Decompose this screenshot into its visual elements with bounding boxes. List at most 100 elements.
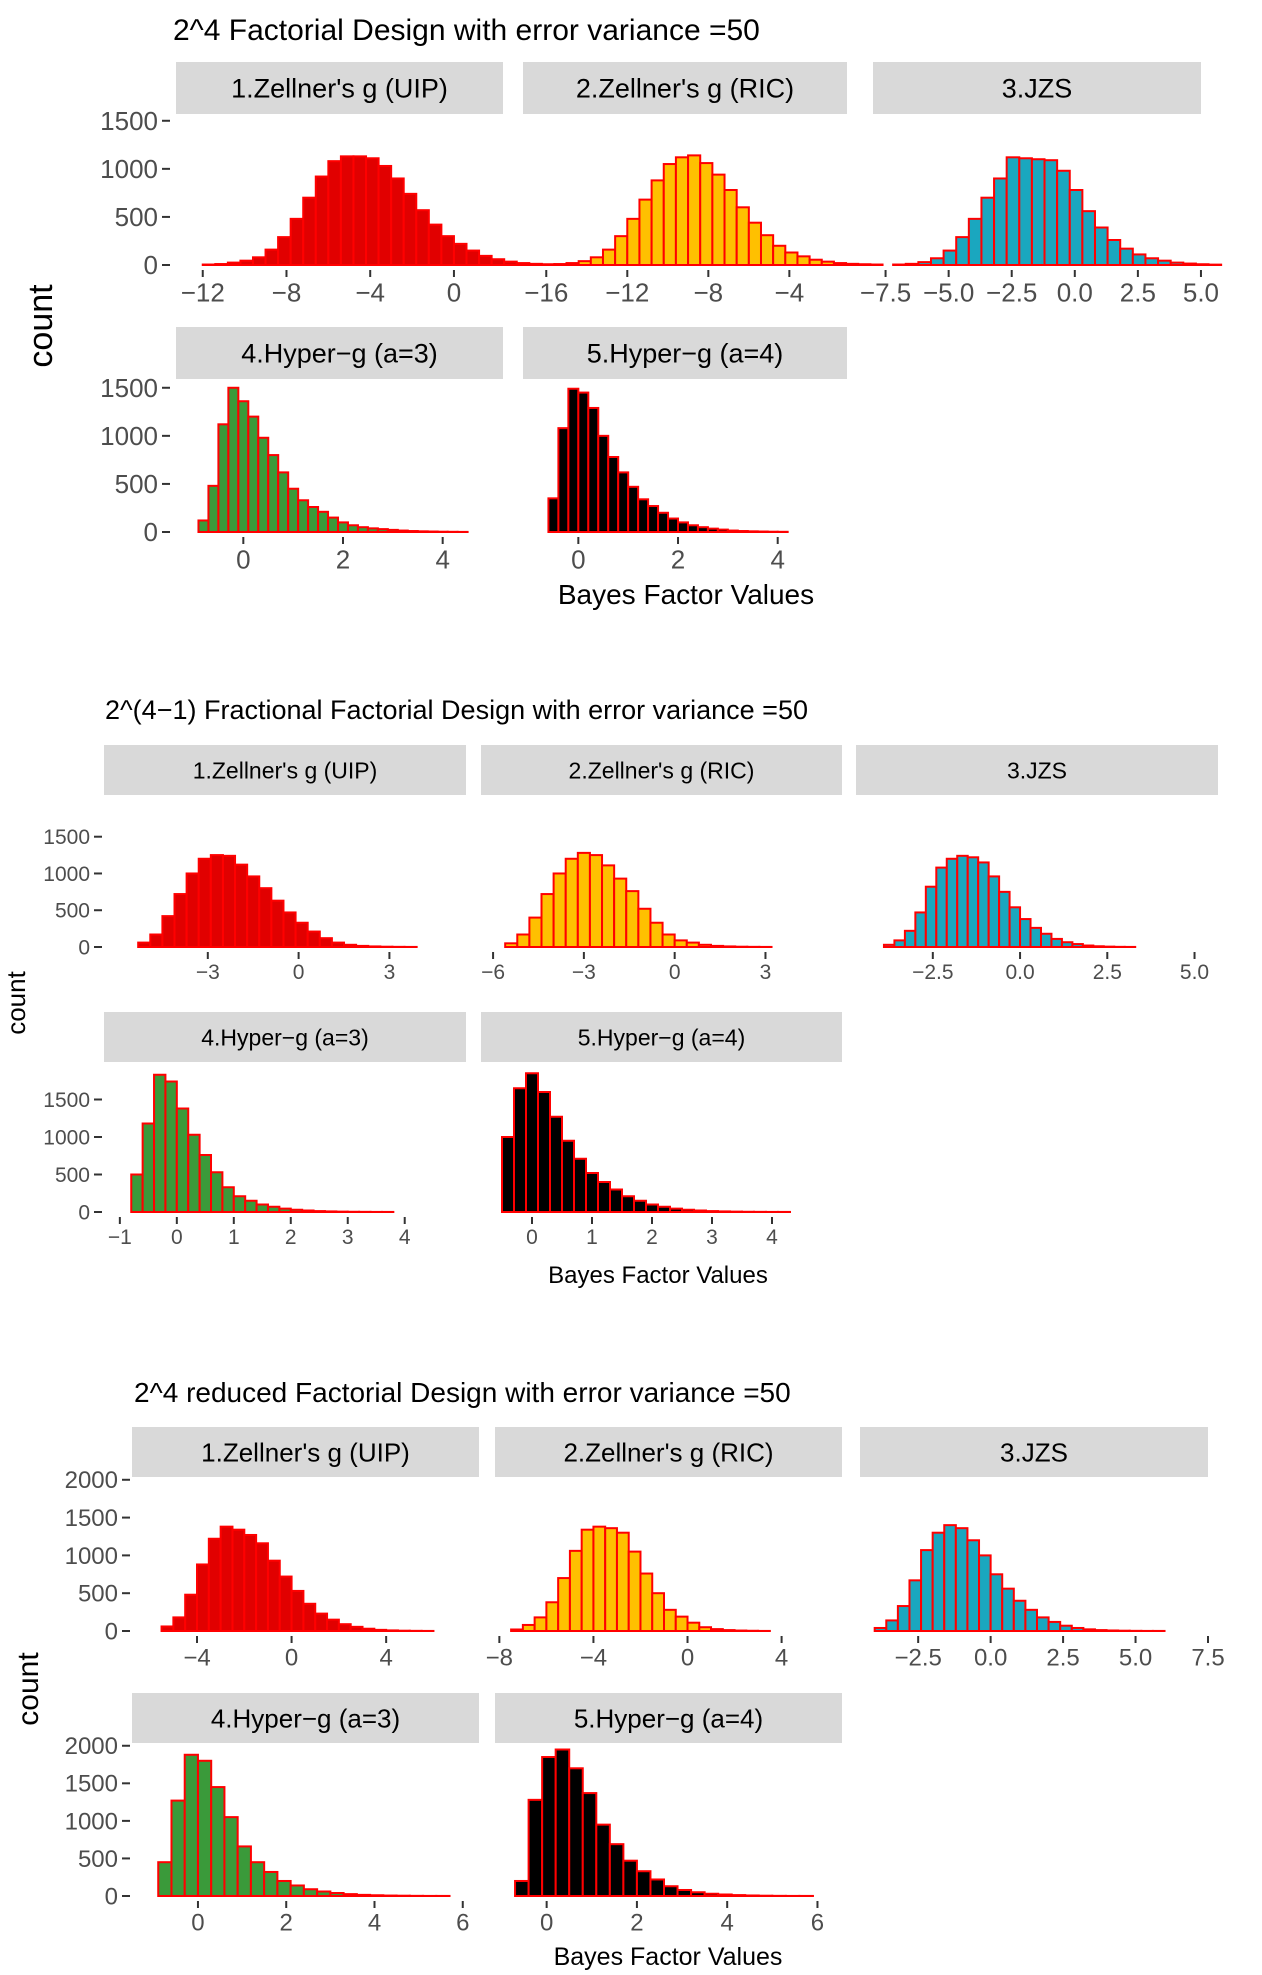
histogram-bar: [221, 1186, 235, 1213]
x-tick-label: 0: [191, 1910, 204, 1937]
histogram-bar: [747, 221, 762, 266]
x-tick-label: −4: [580, 1645, 607, 1672]
histogram-bar: [525, 1072, 539, 1213]
histogram-bar: [1039, 932, 1053, 949]
histogram-bar: [573, 1157, 587, 1213]
histogram-bar: [1081, 944, 1095, 949]
histogram-bar: [588, 854, 604, 949]
histogram-bar: [385, 1629, 399, 1633]
histogram-bar: [187, 1133, 201, 1213]
histogram-bar: [1047, 1620, 1062, 1633]
histogram-bar: [553, 263, 568, 266]
histogram-bar: [1131, 253, 1147, 267]
histogram-bar: [232, 1195, 247, 1213]
y-tick-label: 1000: [65, 1543, 118, 1570]
histogram-bar: [183, 1753, 199, 1898]
histogram-bar: [617, 471, 630, 533]
histogram-bar: [980, 196, 996, 266]
x-tick-label: 0.0: [974, 1645, 1007, 1672]
histogram-bar: [1043, 159, 1059, 266]
histogram-bar: [237, 400, 250, 533]
figure-2-xlabel: Bayes Factor Values: [548, 1262, 768, 1289]
x-tick-label: 3: [760, 961, 772, 984]
histogram-bar: [697, 943, 712, 949]
histogram-bar: [705, 1210, 719, 1213]
histogram-bar: [337, 521, 349, 534]
histogram-bar: [674, 1615, 689, 1633]
facet-strip-label: 2.Zellner's g (RIC): [569, 757, 755, 783]
histogram-bar: [772, 244, 787, 266]
histogram-bar: [316, 1890, 332, 1897]
y-tick-label: 2000: [65, 1733, 118, 1760]
facet-strip: [132, 1693, 479, 1743]
histogram-bar: [651, 1592, 666, 1632]
histogram-bar: [699, 162, 714, 266]
y-tick-label: 2000: [65, 1467, 118, 1494]
histogram-bar: [501, 1136, 515, 1213]
x-tick-label: 2: [646, 1226, 658, 1249]
facet-strip-label: 3.JZS: [1002, 74, 1073, 104]
histogram-bar: [587, 406, 600, 534]
histogram-bar: [1070, 1626, 1085, 1632]
histogram-bar: [175, 1107, 190, 1213]
x-tick-label: 0: [236, 544, 250, 574]
y-tick-label: 0: [144, 517, 158, 547]
facet-strip: [176, 62, 503, 114]
histogram-bar: [406, 530, 419, 533]
histogram-bar: [577, 391, 590, 534]
facet-panel-4: 4.Hyper−g (a=3) −1 0 1 2 3 4 0 500 1000 1500: [43, 1012, 466, 1249]
histogram-bar: [287, 487, 300, 534]
histogram-bar: [327, 516, 340, 533]
facet-strip-label: 2.Zellner's g (RIC): [563, 1437, 773, 1467]
histogram-bar: [954, 1527, 969, 1633]
facet-strip: [873, 62, 1201, 114]
y-tick-label: 500: [55, 1164, 90, 1187]
histogram-bar: [537, 1091, 551, 1213]
histogram-bar: [513, 1087, 527, 1213]
figure-1-ylabel: count: [22, 284, 60, 368]
histogram-bar: [198, 1154, 213, 1213]
facet-strip: [481, 1012, 842, 1062]
facet-strip-label: 5.Hyper−g (a=4): [587, 339, 784, 369]
x-tick-label: 0: [669, 961, 681, 984]
histogram-bar: [716, 528, 729, 533]
histogram-bar: [294, 921, 309, 948]
histogram-bar: [557, 427, 570, 533]
x-tick-label: 3: [706, 1226, 718, 1249]
histogram-bar: [978, 1554, 992, 1633]
histogram-bar: [647, 505, 660, 533]
histogram-bar: [601, 248, 617, 267]
facet-strip: [860, 1427, 1208, 1477]
histogram-bar: [1068, 189, 1084, 266]
histogram-bar: [993, 177, 1008, 266]
y-tick-label: 500: [115, 202, 158, 232]
histogram-bar: [355, 1893, 372, 1897]
histogram-bar: [845, 262, 860, 267]
facet-strip: [495, 1427, 842, 1477]
histogram-bar: [185, 872, 200, 948]
x-tick-label: −4: [355, 277, 385, 307]
histogram-bar: [676, 1888, 693, 1897]
y-tick-label: 1000: [43, 863, 90, 886]
x-tick-label: 2: [285, 1226, 297, 1249]
histogram-bar: [277, 471, 290, 533]
facet-strip: [104, 745, 466, 795]
histogram-bar: [581, 1792, 598, 1897]
x-tick-label: 0: [285, 1645, 298, 1672]
histogram-bar: [210, 1171, 224, 1213]
histogram-bar: [746, 530, 759, 533]
histogram-bar: [698, 1626, 713, 1632]
histogram-bar: [561, 1139, 575, 1213]
histogram-bar: [465, 249, 481, 266]
histogram-bar: [903, 929, 917, 949]
facet-strip: [176, 327, 503, 379]
histogram-bar: [613, 877, 628, 949]
figure-2-ylabel: count: [1, 970, 31, 1034]
histogram-bar: [735, 206, 750, 266]
histogram-bar: [645, 1203, 659, 1213]
histogram-bar: [278, 1575, 293, 1633]
histogram-bar: [276, 1879, 292, 1897]
histogram-bar: [554, 1748, 571, 1898]
histogram-bar: [585, 1172, 599, 1213]
histogram-bar: [908, 1579, 923, 1632]
